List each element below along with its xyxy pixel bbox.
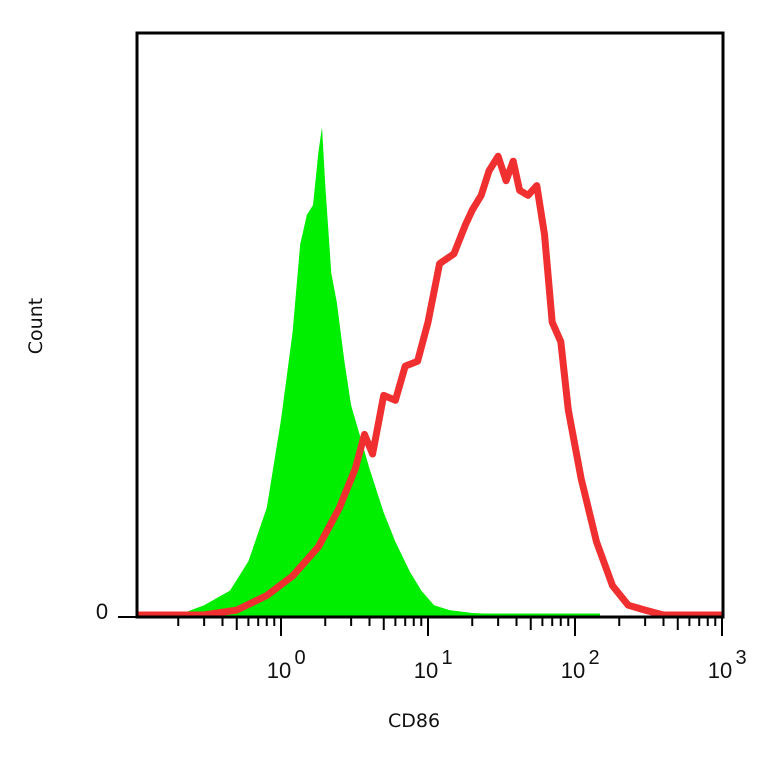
x-tick-exponent: 2 — [588, 647, 599, 669]
x-axis-tick-labels: 10 0 10 1 10 2 10 3 — [267, 647, 747, 683]
y-tick-label-0: 0 — [96, 599, 108, 624]
x-tick-exponent: 1 — [441, 647, 452, 669]
plot-frame — [135, 31, 725, 619]
isotype-histogram-fill — [178, 127, 517, 615]
x-axis-title: CD86 — [388, 710, 440, 732]
x-tick-label: 10 — [414, 658, 438, 683]
x-tick-exponent: 0 — [294, 647, 305, 669]
x-tick-label: 10 — [708, 658, 732, 683]
x-tick-exponent: 3 — [735, 647, 746, 669]
x-axis-ticks — [177, 618, 723, 636]
y-axis-title: Count — [25, 298, 47, 354]
x-tick-label: 10 — [267, 658, 291, 683]
cd86-histogram-line — [135, 152, 725, 619]
series-layer — [135, 127, 725, 619]
x-tick-label: 10 — [561, 658, 585, 683]
